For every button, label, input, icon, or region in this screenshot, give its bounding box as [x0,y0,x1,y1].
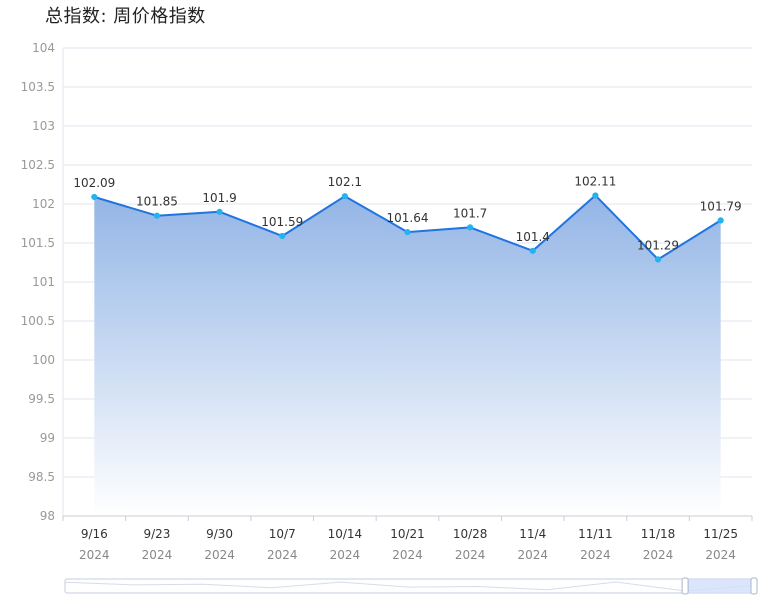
x-tick-year-label: 2024 [204,548,235,562]
data-point[interactable] [404,228,411,236]
data-point[interactable] [91,193,98,201]
y-tick-label: 101.5 [21,236,55,250]
data-label: 101.64 [387,211,429,225]
data-label: 102.1 [328,175,362,189]
y-tick-label: 102.5 [21,158,55,172]
data-label: 102.11 [574,174,616,188]
chart-title: 总指数: 周价格指数 [45,6,206,27]
y-tick-label: 98 [40,509,55,523]
x-tick-year-label: 2024 [79,548,110,562]
x-tick-year-label: 2024 [267,548,298,562]
x-tick-year-label: 2024 [517,548,548,562]
y-tick-label: 98.5 [28,470,55,484]
data-label: 102.09 [73,176,115,190]
x-tick-year-label: 2024 [705,548,736,562]
data-point[interactable] [216,208,223,215]
data-point[interactable] [529,247,536,254]
data-label: 101.4 [516,230,550,244]
x-tick-label: 10/28 [453,527,488,541]
x-tick-year-label: 2024 [580,548,611,562]
x-tick-label: 9/23 [143,527,170,541]
y-tick-label: 99.5 [28,392,55,406]
data-label: 101.9 [202,191,236,205]
data-point[interactable] [341,193,348,200]
x-tick-label: 11/11 [578,527,613,541]
x-tick-year-label: 2024 [455,548,486,562]
x-tick-label: 11/4 [519,527,546,541]
x-tick-label: 11/25 [703,527,738,541]
y-axis-ticks: 98 98.5 99 99.5 100 100.5 101 101.5 102 102.5 103 1… [21,41,55,523]
x-tick-year-label: 2024 [643,548,674,562]
zoom-selection[interactable] [685,579,754,593]
data-point[interactable] [153,212,161,219]
y-tick-label: 99 [40,431,55,445]
y-tick-label: 100 [32,353,55,367]
x-tick-year-label: 2024 [330,548,361,562]
zoom-preview-line [64,581,755,592]
y-tick-label: 100.5 [21,314,55,328]
data-label: 101.7 [453,206,487,220]
x-tick-label: 9/16 [81,527,108,541]
y-tick-label: 101 [32,275,55,289]
data-points [91,192,724,263]
x-tick-label: 11/18 [641,527,676,541]
y-tick-label: 103.5 [21,80,55,94]
data-point[interactable] [467,224,474,231]
x-tick-year-label: 2024 [142,548,173,562]
zoom-handle-left[interactable] [681,577,689,595]
data-label: 101.79 [700,199,742,213]
data-point[interactable] [592,192,599,199]
zoom-handle-right[interactable] [750,577,758,595]
data-label: 101.59 [261,215,303,229]
data-point[interactable] [717,217,724,224]
data-label: 101.29 [637,238,679,252]
data-zoom-slider[interactable] [64,577,758,595]
x-axis-ticks: 9/16 2024 9/23 2024 9/30 2024 10/7 2024 10/14 202… [62,516,753,562]
y-tick-label: 103 [32,119,55,133]
x-tick-label: 10/21 [390,527,425,541]
data-label: 101.85 [136,195,178,209]
data-point[interactable] [654,256,662,263]
y-tick-label: 104 [32,41,55,55]
x-tick-label: 10/7 [269,527,296,541]
data-point[interactable] [279,232,286,240]
series-area [94,195,721,517]
x-tick-label: 10/14 [328,527,363,541]
data-labels: 102.09 101.85 101.9 101.59 102.1 101.64 101.7 1… [73,174,741,252]
y-tick-label: 102 [32,197,55,211]
x-tick-label: 9/30 [206,527,233,541]
x-tick-year-label: 2024 [392,548,423,562]
